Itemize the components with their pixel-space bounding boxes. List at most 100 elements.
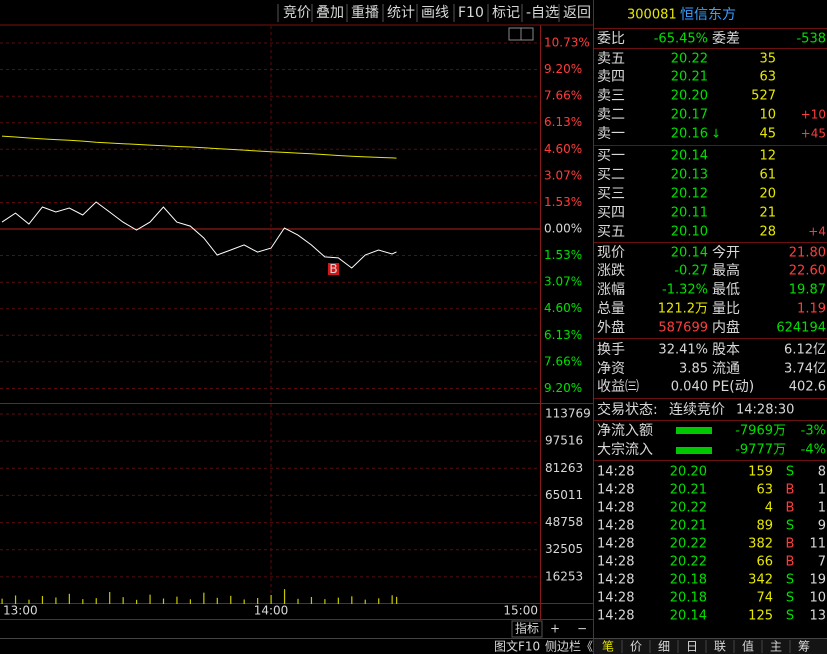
trade-time: 14:28	[597, 591, 634, 606]
value: 0.040	[671, 380, 708, 395]
trade-side: B	[786, 483, 795, 498]
book-label: 买一	[597, 148, 625, 164]
book-volume: 63	[759, 70, 776, 85]
label: 流通	[712, 361, 740, 377]
trade-count: 19	[809, 573, 826, 588]
trade-side: S	[786, 519, 794, 534]
value: 21.80	[789, 246, 826, 261]
y2-tick-label: 113769	[545, 407, 591, 421]
book-price: 20.21	[671, 70, 708, 85]
volume-bar	[122, 597, 124, 604]
volume-bar	[68, 593, 70, 604]
label: 涨跌	[597, 263, 625, 279]
y2-tick-label: 48758	[545, 515, 583, 529]
value: 32.41%	[658, 343, 708, 358]
toolbar-button[interactable]: 竞价	[283, 4, 311, 21]
label: 净流入额	[597, 423, 653, 439]
book-price: 20.10	[671, 225, 708, 240]
volume-bar	[95, 598, 97, 604]
y-tick-label: 7.66%	[544, 354, 582, 368]
trade-price: 20.18	[670, 573, 707, 588]
book-volume: 35	[759, 52, 776, 67]
toolbar-button[interactable]: 返回	[563, 5, 591, 21]
toolbar-button[interactable]: F10	[458, 5, 484, 21]
trade-price: 20.22	[670, 501, 707, 516]
toolbar-button[interactable]: 统计	[387, 5, 415, 21]
chart-control[interactable]: +	[550, 622, 560, 636]
toolbar-button[interactable]: 画线	[421, 5, 449, 21]
volume-bar	[283, 589, 286, 604]
x-tick-label: 15:00	[503, 604, 538, 618]
toolbar-button[interactable]: 叠加	[316, 5, 344, 21]
y-tick-label: 1.53%	[544, 195, 582, 209]
book-change: +10	[801, 108, 826, 122]
tab[interactable]: 值	[742, 639, 754, 654]
trade-count: 1	[818, 501, 826, 516]
tab[interactable]: 日	[686, 640, 698, 654]
tab[interactable]: 筹	[798, 640, 810, 654]
tab[interactable]: 联	[714, 640, 726, 654]
footer-link[interactable]: 图文F10	[494, 639, 540, 654]
volume-bar	[378, 598, 380, 604]
chart-control[interactable]: 指标	[515, 621, 539, 636]
trade-time: 14:28	[597, 483, 634, 498]
volume-bar	[14, 595, 17, 604]
trade-side: S	[786, 573, 794, 588]
label: 收益㈢	[597, 379, 639, 395]
value: 19.87	[789, 283, 826, 298]
toolbar-button[interactable]: -自选	[526, 5, 559, 21]
flow-bar	[676, 427, 712, 434]
tab[interactable]: 价	[630, 640, 642, 654]
value: -1.32%	[662, 283, 708, 298]
volume-bar	[28, 599, 30, 604]
value: 20.14	[671, 246, 708, 261]
trade-price: 20.18	[670, 591, 707, 606]
label: 交易状态:	[597, 401, 658, 418]
y-tick-label: 10.73%	[544, 36, 590, 50]
value: 22.60	[789, 264, 826, 279]
volume-bar	[324, 599, 326, 604]
footer-link[interactable]: 侧边栏《	[545, 639, 593, 654]
trade-time: 14:28	[597, 573, 634, 588]
tab[interactable]: 笔	[602, 639, 614, 654]
volume-bar	[396, 596, 398, 604]
y-tick-label: 4.60%	[544, 142, 582, 156]
volume-bar	[297, 598, 299, 604]
value: 6.12亿	[784, 343, 826, 358]
trade-count: 13	[809, 609, 826, 624]
volume-bar	[41, 595, 44, 604]
y2-tick-label: 65011	[545, 488, 583, 502]
volume-bar	[1, 598, 3, 604]
trade-side: S	[786, 609, 794, 624]
tab[interactable]: 主	[770, 640, 782, 654]
value: 1.19	[797, 302, 826, 317]
label: 委差	[712, 31, 740, 47]
value: -3%	[801, 424, 826, 439]
value: -9777万	[735, 443, 786, 458]
trade-time: 14:28	[597, 465, 634, 480]
trade-side: B	[786, 537, 795, 552]
trade-count: 7	[818, 555, 826, 570]
toolbar-button[interactable]: 重播	[351, 5, 379, 21]
trade-price: 20.14	[670, 609, 707, 624]
volume-bar	[337, 597, 339, 604]
y2-tick-label: 16253	[545, 569, 583, 583]
tab[interactable]: 细	[658, 640, 670, 654]
indicator-box[interactable]	[511, 620, 543, 638]
x-tick-label: 13:00	[3, 604, 38, 618]
label: 总量	[597, 301, 625, 317]
volume-bar	[351, 596, 353, 604]
value: -65.45%	[654, 32, 708, 47]
toolbar-button[interactable]: 标记	[492, 5, 520, 21]
chart-control[interactable]: −	[577, 622, 587, 636]
trade-side: B	[786, 555, 795, 570]
book-change: +4	[808, 225, 826, 239]
y-tick-label: 6.13%	[544, 115, 582, 129]
label: 最高	[712, 262, 740, 279]
label: PE(动)	[712, 379, 754, 395]
trade-volume: 74	[756, 591, 773, 606]
value: 连续竞价	[669, 401, 725, 418]
book-price: 20.16	[671, 127, 708, 142]
trade-count: 10	[809, 591, 826, 606]
